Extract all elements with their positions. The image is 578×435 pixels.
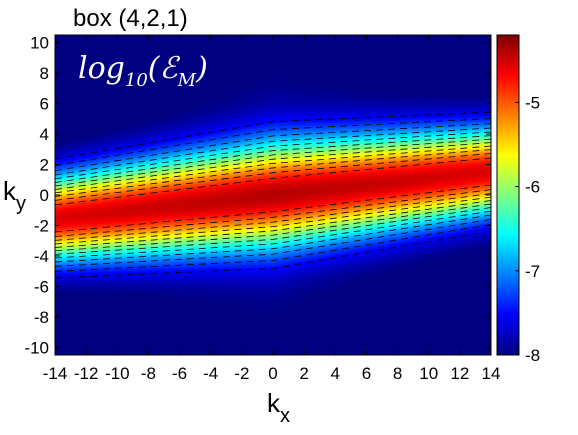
- y-tick-label: -6: [34, 277, 49, 296]
- x-axis-label: kx: [267, 388, 290, 427]
- chart-title: box (4,2,1): [73, 5, 188, 32]
- contour-lines: [54, 111, 492, 279]
- x-tick-label: -4: [203, 364, 218, 383]
- plot-annotation: log10(ℰM): [78, 51, 208, 91]
- colorbar: -8 -7 -6 -5: [496, 34, 540, 365]
- contour-line: [54, 142, 492, 190]
- contour-line: [54, 184, 492, 233]
- contour-line: [54, 131, 492, 180]
- colorbar-tick-label: -8: [525, 346, 540, 365]
- y-tick-label: 2: [40, 156, 49, 175]
- contour-line: [54, 203, 492, 252]
- x-tick-label: -8: [141, 364, 156, 383]
- contour-line: [54, 111, 492, 160]
- y-tick-label: 8: [40, 64, 49, 83]
- y-tick-label: -4: [34, 247, 49, 266]
- y-axis-label-sub: y: [16, 193, 26, 215]
- x-tick-label: -2: [234, 364, 249, 383]
- contour-line: [54, 219, 492, 267]
- contour-line: [54, 157, 492, 206]
- x-axis-label-main: k: [267, 388, 281, 418]
- x-tick-label: 10: [419, 364, 438, 383]
- contour-line: [54, 153, 492, 201]
- contour-line: [54, 149, 492, 197]
- contour-line: [54, 135, 492, 183]
- contour-line: [54, 207, 492, 255]
- heatmap-image: [55, 35, 491, 355]
- y-tick-label: 10: [30, 34, 49, 53]
- x-tick-label: -6: [172, 364, 187, 383]
- x-axis-label-sub: x: [280, 405, 290, 427]
- contour-line: [54, 200, 492, 248]
- x-tick-label: 14: [482, 364, 501, 383]
- y-tick-label: -2: [34, 216, 49, 235]
- x-tick-label: -14: [43, 364, 68, 383]
- x-tick-label: -12: [74, 364, 99, 383]
- contour-line: [54, 189, 492, 237]
- colorbar-tick-label: -5: [525, 93, 540, 112]
- contour-line: [54, 118, 492, 166]
- x-tick-label: -10: [105, 364, 130, 383]
- plot-area: [54, 34, 492, 356]
- contour-line: [54, 196, 492, 245]
- annotation-subscript-m: M: [177, 70, 197, 91]
- colorbar-tick-label: -6: [525, 178, 540, 197]
- annotation-paren-close: ): [195, 51, 208, 86]
- y-tick-label: -10: [24, 338, 49, 357]
- contour-line: [54, 138, 492, 187]
- contour-line: [54, 224, 492, 272]
- colorbar-tick-label: -7: [525, 262, 540, 281]
- contour-line: [54, 210, 492, 259]
- x-tick-label: 4: [331, 364, 340, 383]
- colorbar-ticks: -8 -7 -6 -5: [515, 93, 540, 365]
- x-tick-label: 6: [362, 364, 371, 383]
- x-tick-label: 8: [393, 364, 402, 383]
- annotation-subscript-10: 10: [125, 70, 148, 91]
- colorbar-gradient: [497, 35, 519, 355]
- annotation-symbol: ℰ: [160, 51, 181, 86]
- y-axis-ticks: -10 -8 -6 -4 -2 0 2 4 6 8 10: [24, 34, 491, 357]
- y-tick-label: 4: [40, 125, 49, 144]
- contour-line: [54, 127, 492, 176]
- y-axis-label: ky: [3, 176, 26, 215]
- colorbar-frame: [496, 34, 520, 356]
- y-tick-label: -8: [34, 308, 49, 327]
- x-axis-ticks: -14 -12 -10 -8 -6 -4 -2 0 2 4 6 8 10 12 14: [43, 35, 501, 383]
- y-axis-label-main: k: [3, 176, 17, 206]
- x-tick-label: 2: [299, 364, 308, 383]
- contour-line: [54, 230, 492, 279]
- annotation-paren-open: (: [148, 51, 161, 86]
- x-tick-label: 12: [450, 364, 469, 383]
- contour-line: [54, 145, 492, 194]
- annotation-log: log: [78, 51, 125, 86]
- contour-line: [54, 193, 492, 241]
- y-tick-label: 6: [40, 95, 49, 114]
- y-tick-label: 0: [40, 186, 49, 205]
- contour-line: [54, 123, 492, 171]
- contour-line: [54, 214, 492, 263]
- x-tick-label: 0: [268, 364, 277, 383]
